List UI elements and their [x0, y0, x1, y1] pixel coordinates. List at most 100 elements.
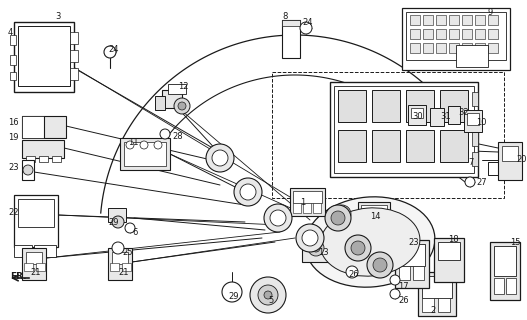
Bar [488, 15, 498, 25]
Bar [434, 238, 464, 282]
Bar [399, 266, 410, 280]
Text: 3: 3 [55, 12, 61, 21]
Bar [122, 263, 131, 271]
Bar [168, 84, 186, 94]
Bar [406, 90, 434, 122]
Text: 10: 10 [476, 118, 486, 127]
Bar [462, 29, 472, 39]
Circle shape [125, 223, 135, 233]
Text: 21: 21 [118, 268, 129, 277]
Bar [293, 191, 322, 203]
Circle shape [264, 291, 272, 299]
Text: 31: 31 [440, 112, 451, 121]
Text: 25: 25 [122, 248, 132, 257]
Bar [456, 45, 488, 67]
Bar [313, 203, 321, 213]
Circle shape [23, 165, 33, 175]
Circle shape [325, 205, 351, 231]
Text: 12: 12 [178, 82, 189, 91]
Text: FR.: FR. [10, 272, 26, 281]
Bar [22, 116, 44, 138]
Circle shape [160, 129, 170, 139]
Bar [413, 266, 424, 280]
Text: 21: 21 [30, 268, 41, 277]
Text: 6: 6 [132, 228, 138, 237]
Circle shape [222, 282, 242, 302]
Bar [488, 29, 498, 39]
Text: 24: 24 [302, 18, 313, 27]
Bar [475, 15, 485, 25]
Bar [494, 278, 504, 294]
Bar [423, 43, 433, 53]
Bar [406, 130, 434, 162]
Bar [361, 205, 387, 217]
Circle shape [154, 141, 162, 149]
Circle shape [300, 22, 312, 34]
Text: 30: 30 [412, 112, 423, 121]
Bar [395, 240, 429, 288]
Bar [462, 15, 472, 25]
Bar [108, 208, 126, 222]
Text: 9: 9 [488, 8, 493, 17]
Circle shape [206, 144, 234, 172]
Bar [10, 72, 16, 80]
Bar [475, 43, 485, 53]
Bar [438, 298, 450, 312]
Bar [423, 29, 433, 39]
Circle shape [212, 150, 228, 166]
Bar [52, 156, 61, 162]
Bar [406, 12, 506, 60]
Bar [472, 132, 478, 146]
Text: 11: 11 [128, 138, 139, 147]
Bar [18, 199, 54, 227]
Bar [22, 116, 44, 138]
Bar [488, 43, 498, 53]
Circle shape [112, 216, 124, 228]
Bar [475, 29, 485, 39]
Circle shape [331, 211, 345, 225]
Text: 19: 19 [8, 133, 18, 142]
Bar [436, 43, 446, 53]
Text: 22: 22 [8, 208, 18, 217]
Text: 8: 8 [282, 12, 287, 21]
Bar [36, 263, 45, 271]
Bar [155, 96, 165, 110]
Circle shape [140, 141, 148, 149]
Bar [358, 202, 390, 224]
Bar [108, 248, 132, 280]
Text: 23: 23 [8, 163, 18, 172]
Text: 7: 7 [468, 158, 473, 167]
Text: 17: 17 [398, 282, 408, 291]
Bar [408, 105, 426, 125]
Bar [423, 15, 433, 25]
Bar [472, 112, 478, 126]
Bar [372, 90, 400, 122]
Bar [70, 68, 78, 80]
Bar [10, 55, 16, 65]
Bar [467, 113, 479, 125]
Bar [120, 138, 170, 170]
Circle shape [174, 98, 190, 114]
Circle shape [312, 244, 320, 252]
Bar [18, 26, 70, 86]
Bar [24, 263, 33, 271]
Bar [464, 110, 482, 132]
Bar [290, 188, 325, 216]
Bar [112, 252, 128, 264]
Bar [498, 142, 522, 180]
Text: 5: 5 [268, 296, 274, 305]
Bar [436, 29, 446, 39]
Bar [22, 248, 46, 280]
Bar [303, 203, 311, 213]
Bar [440, 130, 468, 162]
Bar [338, 130, 366, 162]
Circle shape [465, 177, 475, 187]
Circle shape [351, 241, 365, 255]
Bar [330, 82, 478, 177]
Circle shape [270, 210, 286, 226]
Text: 26: 26 [398, 296, 408, 305]
Circle shape [112, 242, 124, 254]
Bar [293, 203, 301, 213]
Text: 20: 20 [516, 155, 526, 164]
Bar [338, 90, 366, 122]
